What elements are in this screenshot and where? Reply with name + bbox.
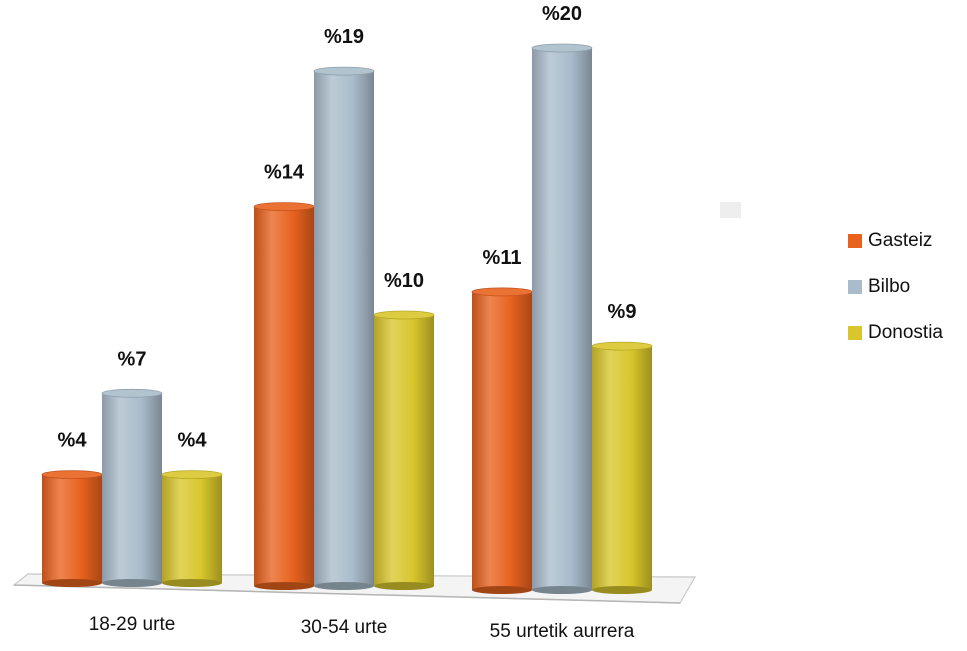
bar-bilbo-2 bbox=[313, 66, 375, 590]
bar-gasteiz-3 bbox=[471, 287, 533, 594]
legend-label: Bilbo bbox=[868, 276, 911, 297]
legend-item-gasteiz: Gasteiz bbox=[848, 226, 963, 256]
legend-swatch bbox=[848, 234, 862, 248]
bar-gasteiz-2 bbox=[253, 202, 315, 590]
bar-donostia-3 bbox=[591, 341, 653, 594]
legend-item-donostia: Donostia bbox=[848, 318, 963, 348]
legend-swatch bbox=[848, 280, 862, 294]
x-tick-label-1: 18-29 urte bbox=[89, 614, 176, 635]
data-label-bilbo-3: %20 bbox=[542, 3, 582, 25]
bar-bilbo-3 bbox=[531, 43, 593, 594]
data-label-gasteiz-1: %4 bbox=[58, 430, 88, 452]
legend-label: Donostia bbox=[868, 322, 943, 343]
data-label-gasteiz-3: %11 bbox=[483, 247, 522, 269]
bar-donostia-2 bbox=[373, 310, 435, 590]
legend-swatch bbox=[848, 326, 862, 340]
chart-legend: Gasteiz Bilbo Donostia bbox=[848, 226, 963, 364]
x-tick-label-2: 30-54 urte bbox=[301, 617, 388, 638]
bar-bilbo-1 bbox=[101, 388, 163, 587]
legend-placeholder-box bbox=[720, 202, 741, 218]
data-label-donostia-2: %10 bbox=[384, 270, 424, 292]
data-label-gasteiz-2: %14 bbox=[264, 162, 305, 184]
data-label-donostia-3: %9 bbox=[608, 301, 637, 323]
bar-gasteiz-1 bbox=[41, 470, 103, 587]
legend-label: Gasteiz bbox=[868, 230, 933, 251]
legend-item-bilbo: Bilbo bbox=[848, 272, 963, 302]
bar-donostia-1 bbox=[161, 470, 223, 587]
data-label-bilbo-1: %7 bbox=[118, 348, 147, 370]
data-label-bilbo-2: %19 bbox=[324, 26, 364, 48]
data-label-donostia-1: %4 bbox=[178, 430, 208, 452]
x-tick-label-3: 55 urtetik aurrera bbox=[490, 621, 635, 642]
